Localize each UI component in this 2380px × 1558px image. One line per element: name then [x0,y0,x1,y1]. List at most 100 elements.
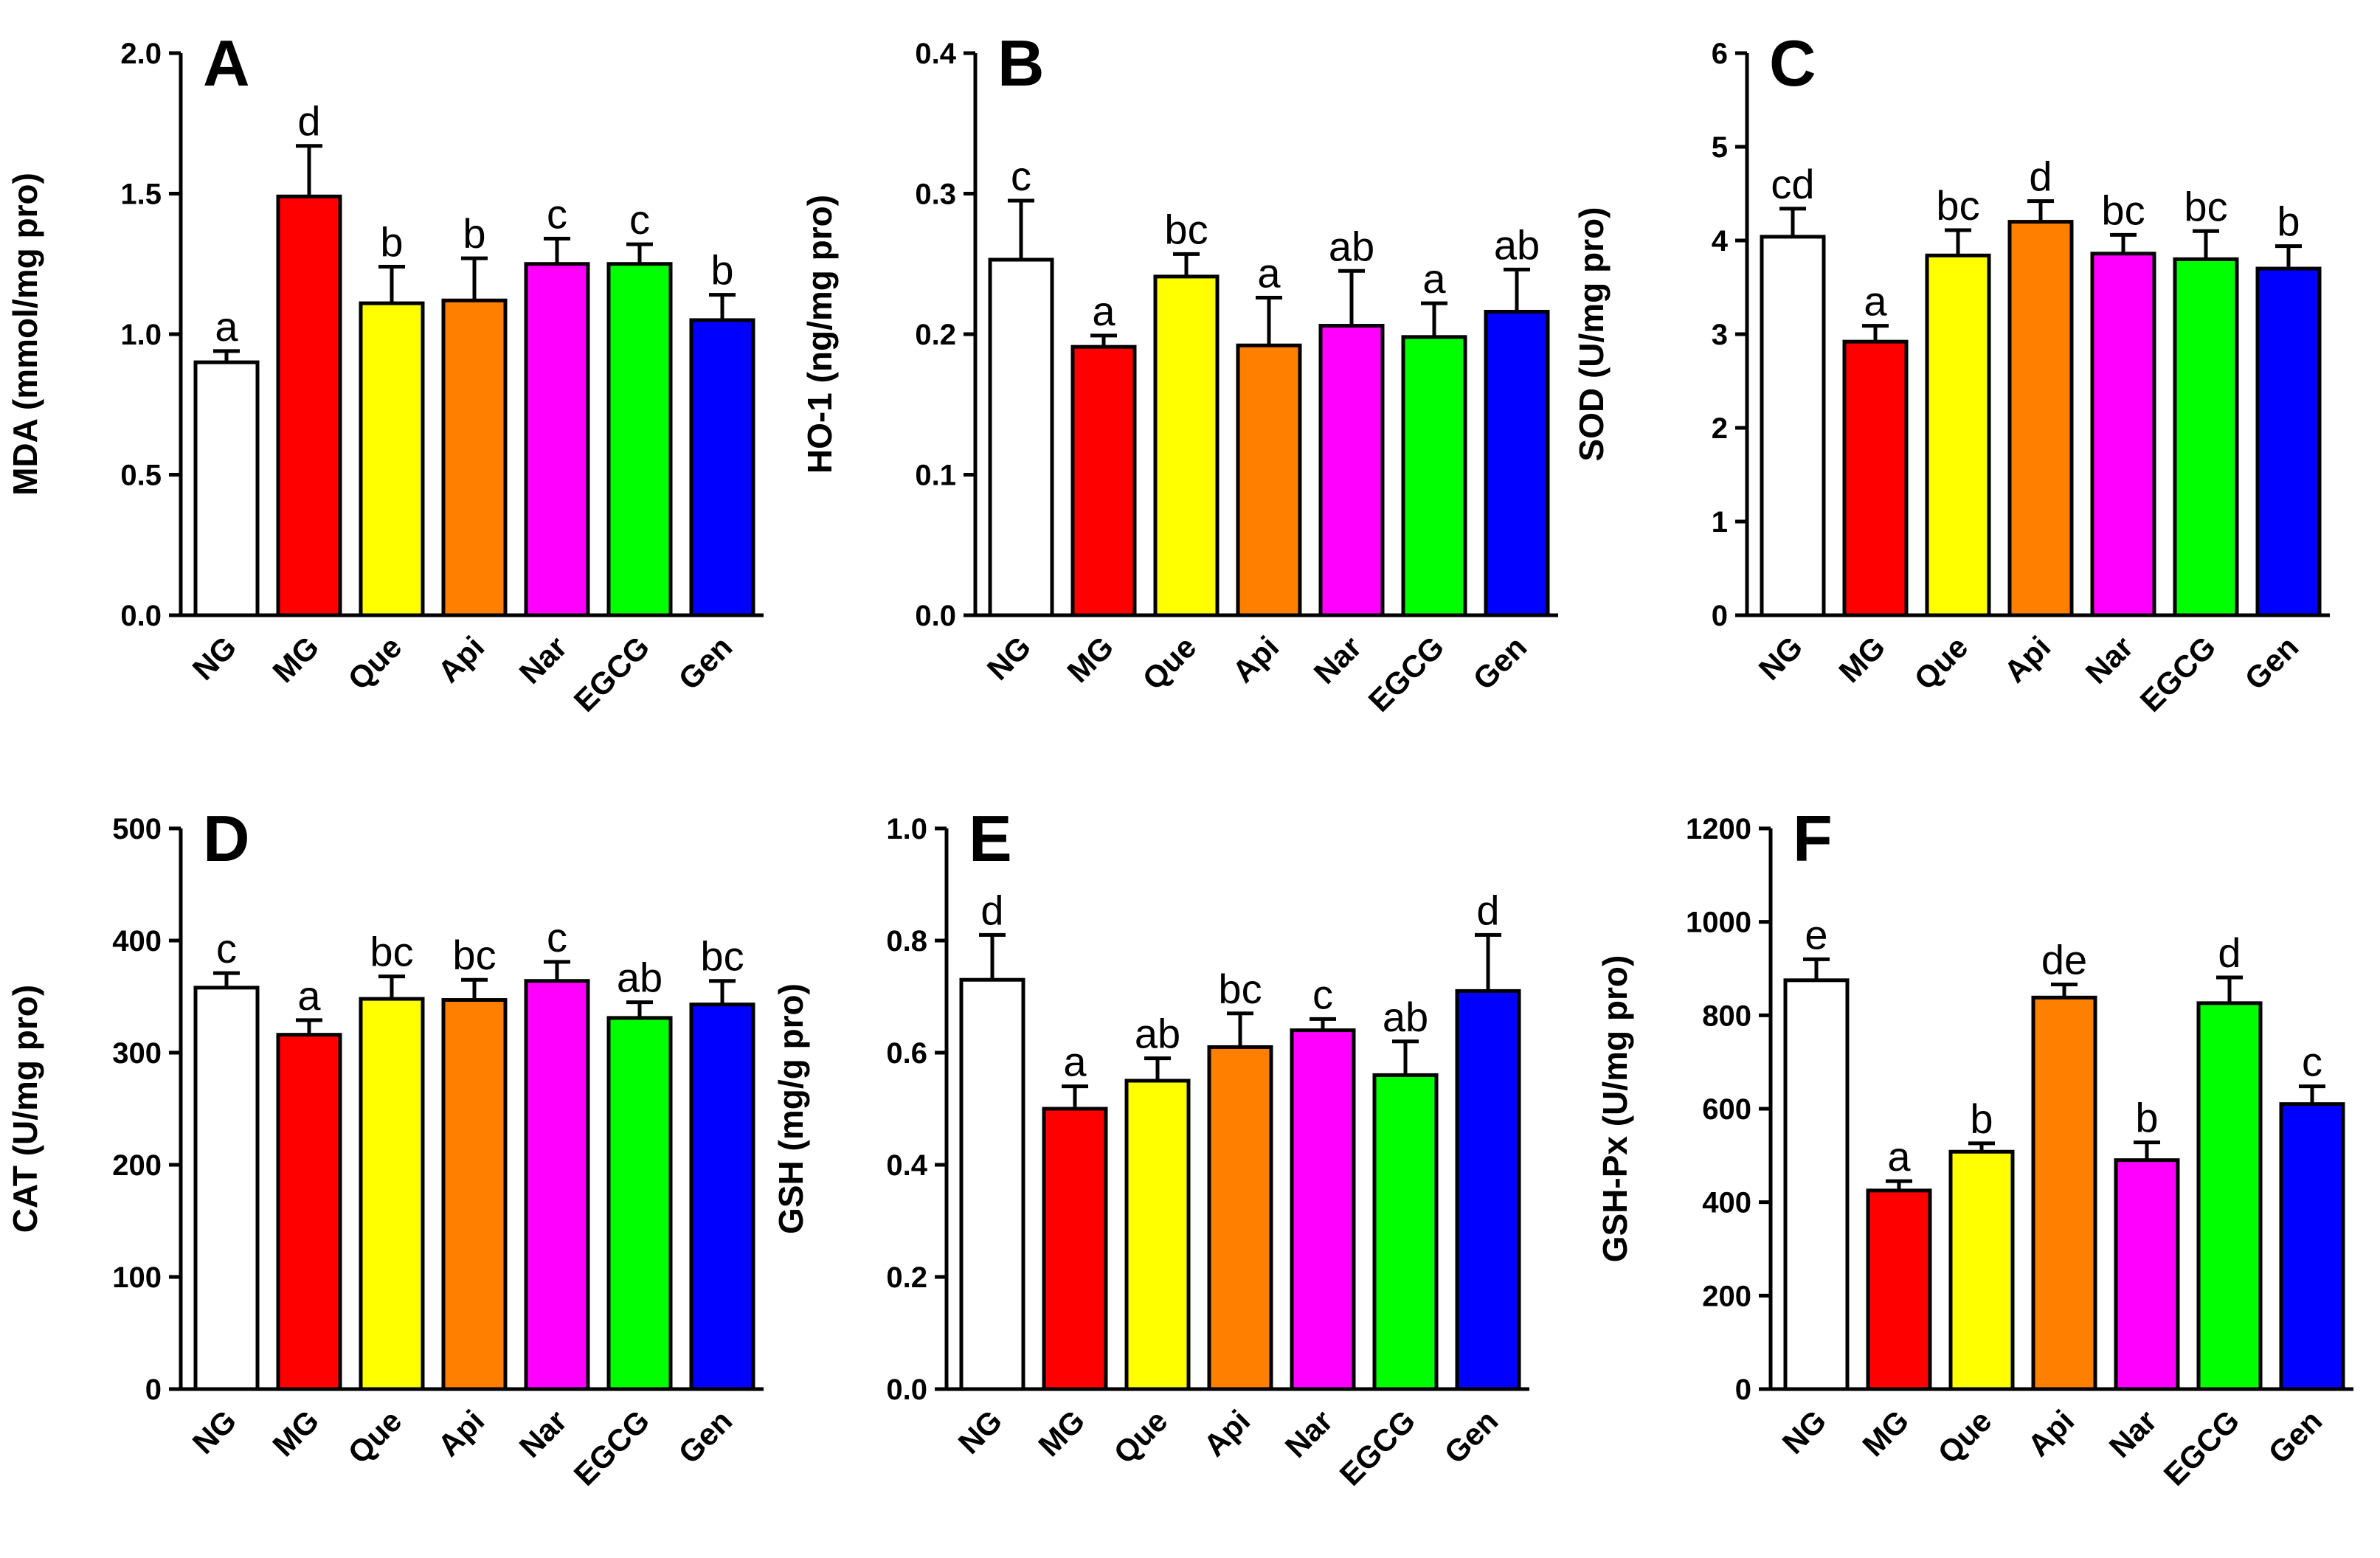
x-tick-label-mg: MG [1060,629,1120,689]
bar-api [1236,343,1302,617]
x-tick-label-que: Que [341,629,408,696]
bar-nar [2114,1158,2180,1391]
x-tick-label-ng: NG [952,1403,1009,1461]
panel-letter: B [997,27,1045,100]
x-tick-label-api: Api [431,629,491,689]
x-tick-label-api: Api [431,1403,491,1463]
y-tick-label: 0.2 [886,1261,927,1294]
x-tick-label-nar: Nar [513,1403,574,1464]
x-tick-label-mg: MG [1855,1403,1915,1463]
significance-label-mg: a [1063,1039,1087,1085]
y-tick-label: 2.0 [120,38,162,70]
significance-label-gen: ab [1494,221,1540,268]
y-tick-label: 400 [112,925,162,958]
x-tick-label-mg: MG [266,629,325,689]
chart-panel-e: GSH (mg/g pro) 0.0 0.2 0.4 0.6 0.8 1.0 Ed NG a MG a… [772,802,1529,1492]
bar-que [1948,1149,2015,1391]
bar-que [359,301,425,617]
y-tick-label: 4 [1712,225,1729,257]
y-tick-label: 500 [112,813,162,845]
bar-gen [1455,989,1521,1391]
bar-egcg [1372,1073,1439,1391]
bar-ng [959,977,1025,1391]
bar-ng [193,360,260,617]
x-tick-label-gen: Gen [1466,629,1533,696]
significance-label-ng: c [1011,153,1031,199]
significance-label-egcg: ab [1383,994,1428,1040]
bar-nar [1318,324,1385,617]
y-axis-label: MDA (mmol/mg pro) [6,173,44,496]
significance-label-mg: d [297,98,320,145]
bar-que [359,997,425,1391]
y-tick-label: 1000 [1686,907,1751,939]
chart-panel-c: SOD (U/mg pro) 0 1 2 3 4 5 6 Ccd NG a MG bc Que d Api bc… [1572,27,2330,719]
bar-gen [689,318,755,617]
significance-label-egcg: d [2218,929,2241,976]
y-axis-label: HO-1 (ng/mg pro) [800,195,839,474]
x-tick-label-nar: Nar [2079,629,2140,690]
bar-mg [1866,1188,1932,1391]
bar-api [1207,1045,1273,1391]
significance-label-api: b [463,210,485,257]
y-axis-label: GSH (mg/g pro) [772,983,810,1234]
bar-egcg [606,262,673,617]
y-tick-label: 200 [112,1149,162,1182]
bar-mg [1070,345,1137,617]
bar-api [441,298,508,617]
significance-label-api: bc [1218,966,1262,1012]
y-tick-label: 100 [112,1261,162,1294]
significance-label-gen: bc [700,933,744,980]
panel-letter: E [969,802,1012,875]
x-tick-label-egcg: EGCG [2157,1403,2246,1492]
bar-gen [2255,266,2322,617]
significance-label-nar: c [547,190,567,237]
significance-label-nar: bc [2101,187,2145,233]
x-tick-label-api: Api [2021,1403,2080,1463]
x-tick-label-ng: NG [1776,1403,1833,1461]
x-tick-label-ng: NG [186,1403,243,1461]
significance-label-nar: ab [1329,223,1374,269]
y-tick-label: 3 [1712,319,1728,351]
y-tick-label: 600 [1702,1093,1751,1126]
significance-label-api: bc [452,932,496,978]
bar-ng [193,986,260,1391]
x-tick-label-nar: Nar [1307,629,1369,690]
bar-api [2031,995,2097,1391]
x-tick-label-mg: MG [1031,1403,1091,1463]
chart-panel-a: MDA (mmol/mg pro) 0.0 0.5 1.0 1.5 2.0 Aa NG d MG b… [6,27,764,719]
bar-gen [1484,310,1550,617]
significance-label-ng: e [1805,911,1827,958]
bar-ng [988,257,1054,617]
bar-que [1925,253,1991,617]
x-tick-label-ng: NG [1752,629,1810,687]
significance-label-que: ab [1135,1011,1180,1057]
bar-api [2007,220,2074,617]
bar-gen [689,1003,755,1391]
y-tick-label: 0 [145,1374,162,1406]
y-tick-label: 0.8 [886,925,927,958]
significance-label-que: bc [1164,206,1208,252]
x-tick-label-egcg: EGCG [567,629,657,719]
significance-label-nar: c [547,914,567,960]
significance-label-egcg: c [629,196,650,243]
bar-egcg [2196,1001,2263,1391]
significance-label-gen: d [1476,887,1499,933]
y-tick-label: 1200 [1686,813,1751,845]
significance-label-api: de [2041,937,2087,983]
bar-egcg [606,1016,673,1391]
significance-label-api: d [2029,153,2052,200]
significance-label-gen: b [710,247,733,294]
x-tick-label-ng: NG [186,629,243,687]
y-tick-label: 0.4 [886,1149,927,1182]
y-tick-label: 0.0 [120,600,162,632]
significance-label-ng: cd [1771,161,1814,207]
chart-panel-d: CAT (U/mg pro) 0 100 200 300 400 500 Dc NG a MG bc Q… [6,802,764,1492]
y-tick-label: 0.6 [886,1037,927,1070]
significance-label-nar: c [1312,971,1333,1017]
x-tick-label-api: Api [1197,1403,1256,1463]
y-tick-label: 0.0 [915,600,956,632]
x-tick-label-mg: MG [266,1403,325,1463]
y-tick-label: 0.3 [915,179,956,211]
significance-label-mg: a [1092,288,1115,334]
panel-letter: A [203,27,250,100]
